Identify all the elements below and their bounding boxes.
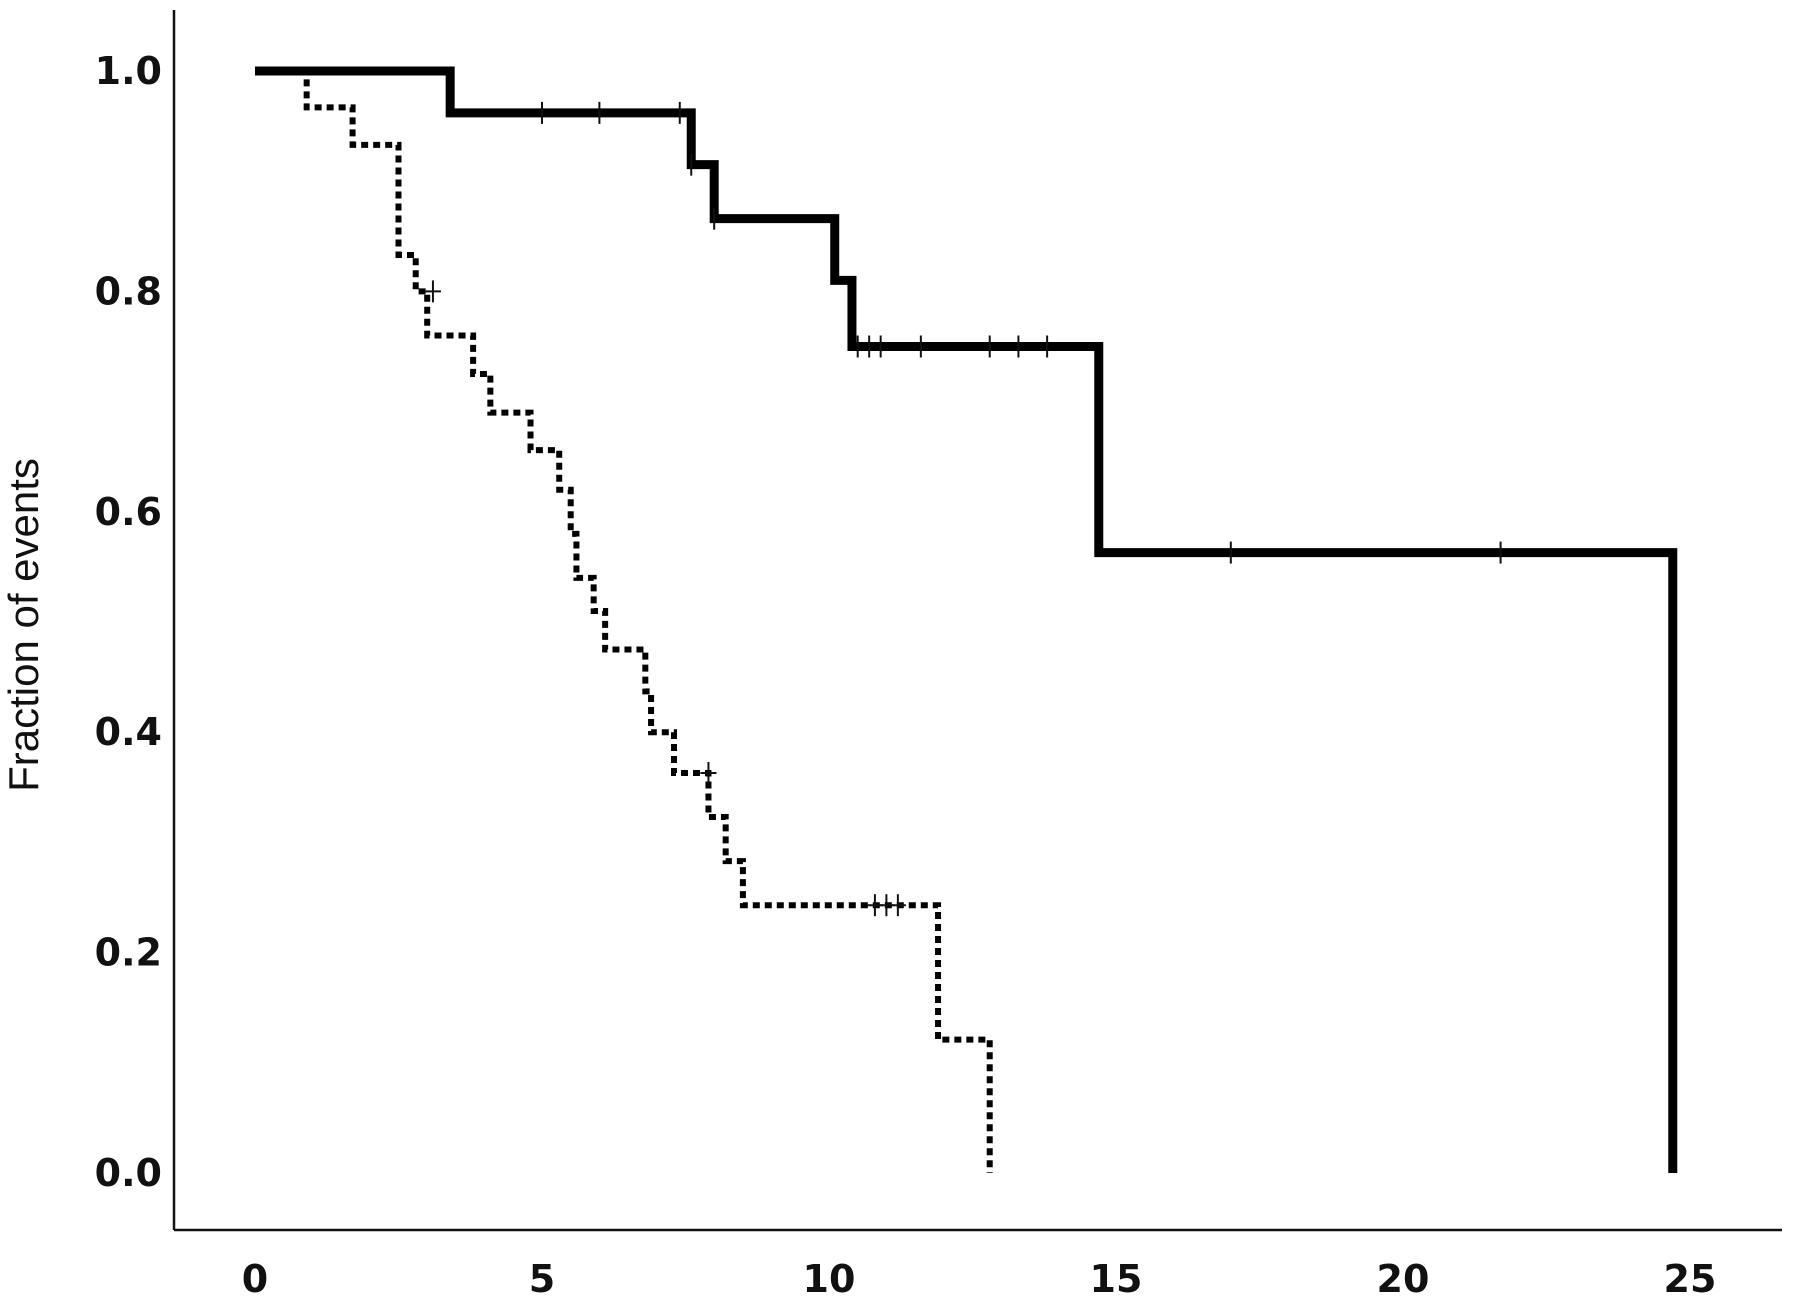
series-layer bbox=[255, 66, 1678, 1173]
y-tick-label-3: 0.6 bbox=[95, 490, 162, 534]
y-tick-label-2: 0.4 bbox=[95, 710, 162, 754]
x-tick-label-2: 10 bbox=[803, 1257, 856, 1301]
series-1-line bbox=[255, 66, 1678, 1173]
x-tick-label-0: 0 bbox=[242, 1257, 268, 1301]
y-tick-label-1: 0.2 bbox=[95, 931, 162, 975]
y-axis-title: Fraction of events bbox=[0, 458, 47, 792]
x-tick-label-3: 15 bbox=[1090, 1257, 1143, 1301]
x-tick-label-5: 25 bbox=[1664, 1257, 1717, 1301]
series-2 bbox=[255, 68, 993, 1173]
y-tick-label-0: 0.0 bbox=[95, 1151, 162, 1195]
series-1 bbox=[255, 66, 1678, 1173]
x-tick-label-4: 20 bbox=[1377, 1257, 1430, 1301]
series-2-line bbox=[255, 68, 993, 1173]
y-tick-label-5: 1.0 bbox=[95, 49, 162, 93]
axes: 0 5 10 15 20 25 0.0 0.2 0.4 0.6 0.8 1.0 bbox=[95, 10, 1782, 1301]
y-tick-label-4: 0.8 bbox=[95, 269, 162, 313]
x-tick-label-1: 5 bbox=[529, 1257, 555, 1301]
